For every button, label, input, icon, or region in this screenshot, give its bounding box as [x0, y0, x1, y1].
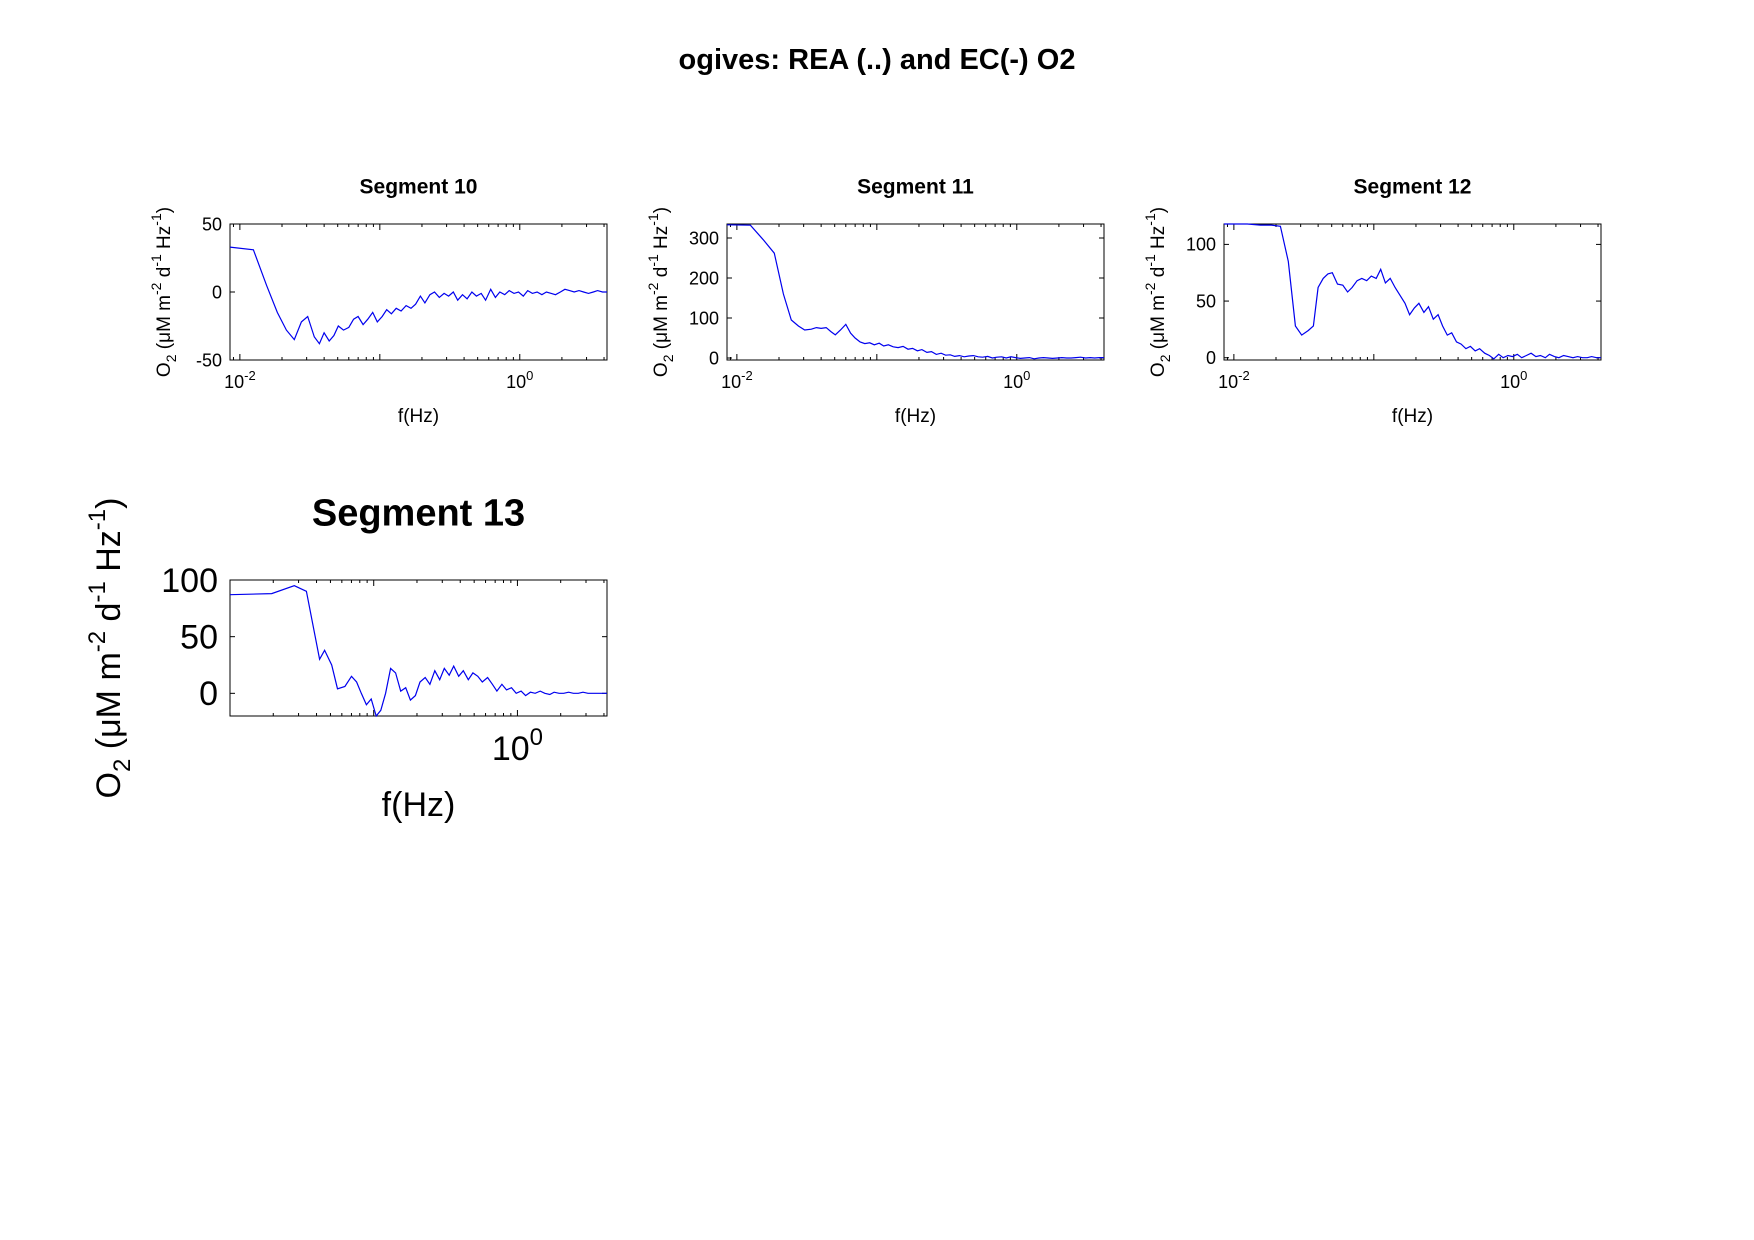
- y-tick-label: 50: [202, 214, 222, 234]
- axes-box: [1223, 223, 1602, 361]
- y-axis-label: O2 (μM m-2 d-1 Hz-1): [645, 207, 676, 377]
- y-tick-label: -50: [196, 350, 222, 370]
- chart-title: Segment 13: [312, 492, 525, 534]
- chart-title: Segment 10: [360, 175, 478, 198]
- figure-title: ogives: REA (..) and EC(-) O2: [678, 44, 1076, 76]
- series-line: [229, 585, 607, 718]
- y-tick-label: 200: [689, 268, 719, 288]
- y-tick-label: 0: [212, 282, 222, 302]
- axes-box: [229, 223, 608, 361]
- y-tick-label: 0: [709, 348, 719, 368]
- y-tick-label: 0: [1206, 348, 1216, 368]
- y-tick-label: 100: [161, 562, 218, 600]
- x-axis-label: f(Hz): [895, 406, 936, 427]
- y-axis-label: O2 (μM m-2 d-1 Hz-1): [148, 207, 179, 377]
- y-tick-label: 100: [1186, 235, 1216, 255]
- x-axis-label: f(Hz): [398, 406, 439, 427]
- x-tick-label: 10-2: [1218, 368, 1250, 392]
- y-tick-label: 50: [1196, 291, 1216, 311]
- y-tick-label: 100: [689, 308, 719, 328]
- x-tick-label: 100: [506, 368, 533, 392]
- y-tick-label: 50: [180, 619, 218, 657]
- x-tick-label: 10-2: [721, 368, 753, 392]
- x-axis-label: f(Hz): [1392, 406, 1433, 427]
- y-tick-label: 0: [199, 675, 218, 713]
- chart-title: Segment 11: [857, 175, 974, 198]
- chart-panel-2: 10-2 100 0 100 200 300 Segment 11 f(Hz) O2 (μM m…: [645, 175, 1105, 427]
- chart-panel-1: 10-2 100 -50 0 50 Segment 10 f(Hz) O2 (μM m-2 d…: [148, 175, 608, 427]
- series-line: [726, 224, 1104, 360]
- y-axis-label: O2 (μM m-2 d-1 Hz-1): [1142, 207, 1173, 377]
- series-line: [1224, 223, 1601, 360]
- series-line: [229, 246, 607, 345]
- axes-box: [229, 579, 608, 717]
- x-tick-label: 100: [1003, 368, 1030, 392]
- y-tick-label: 300: [689, 228, 719, 248]
- x-tick-label: 10-2: [224, 368, 256, 392]
- x-axis-label: f(Hz): [382, 786, 456, 824]
- axes-box: [726, 223, 1105, 361]
- chart-panel-3: 10-2 100 0 50 100 Segment 12 f(Hz) O2 (μM m-2 d…: [1142, 175, 1602, 427]
- x-tick-label: 100: [492, 724, 543, 768]
- chart-panel-4: 100 0 50 100 Segment 13 f(Hz) O2 (μM m-2 d-1 H…: [84, 492, 608, 824]
- y-axis-label: O2 (μM m-2 d-1 Hz-1): [84, 498, 136, 799]
- chart-title: Segment 12: [1354, 175, 1472, 198]
- x-tick-label: 100: [1500, 368, 1527, 392]
